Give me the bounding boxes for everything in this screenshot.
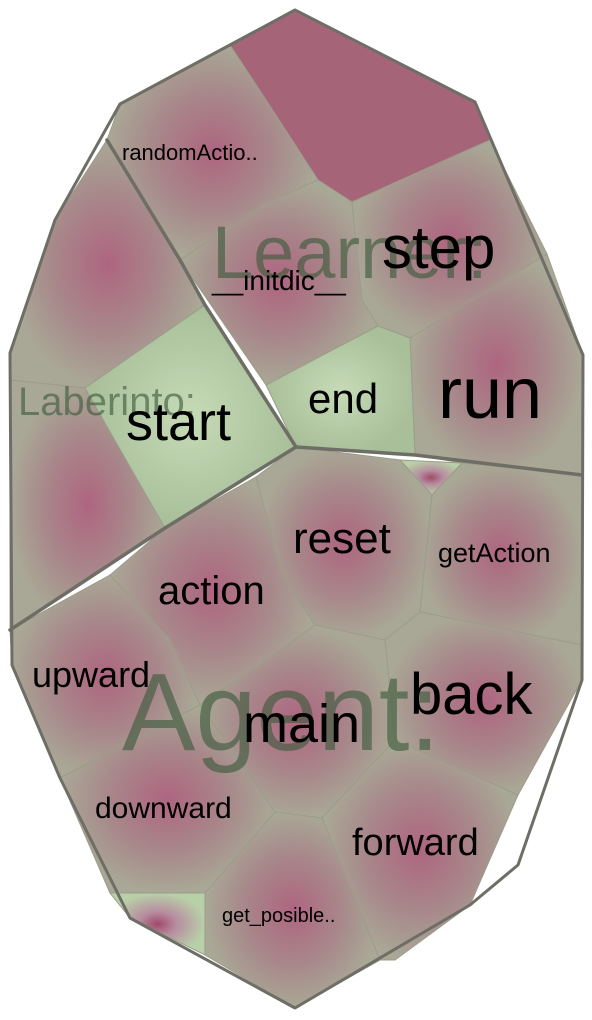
method-label-downward: downward: [95, 792, 232, 825]
cell-agent-corner: [108, 892, 206, 956]
method-label-action: action: [158, 569, 265, 613]
method-label-get-posible: get_posible..: [222, 905, 335, 927]
method-label-start: start: [126, 392, 231, 452]
method-label-main: main: [243, 694, 360, 754]
method-label-run: run: [438, 354, 542, 434]
package-label-learner: Learner:: [212, 211, 488, 294]
method-label-step: step: [382, 214, 495, 281]
method-label-getaction: getAction: [438, 538, 551, 568]
method-label-back: back: [410, 662, 534, 727]
boundary-laberinto: [105, 138, 298, 449]
method-label-initdic: __initdic__: [211, 265, 346, 296]
package-label-agent: Agent:: [122, 651, 440, 774]
boundary-agent: [8, 445, 584, 632]
method-label-reset: reset: [293, 514, 391, 563]
method-label-end: end: [308, 375, 378, 422]
method-label-randomaction: randomActio..: [122, 140, 258, 165]
method-label-forward: forward: [352, 822, 479, 864]
method-label-upward: upward: [32, 654, 150, 695]
outer-outline: [8, 8, 585, 1010]
package-label-laberinto: Laberinto:: [18, 380, 196, 424]
cell-get-posible[interactable]: [204, 811, 381, 1009]
